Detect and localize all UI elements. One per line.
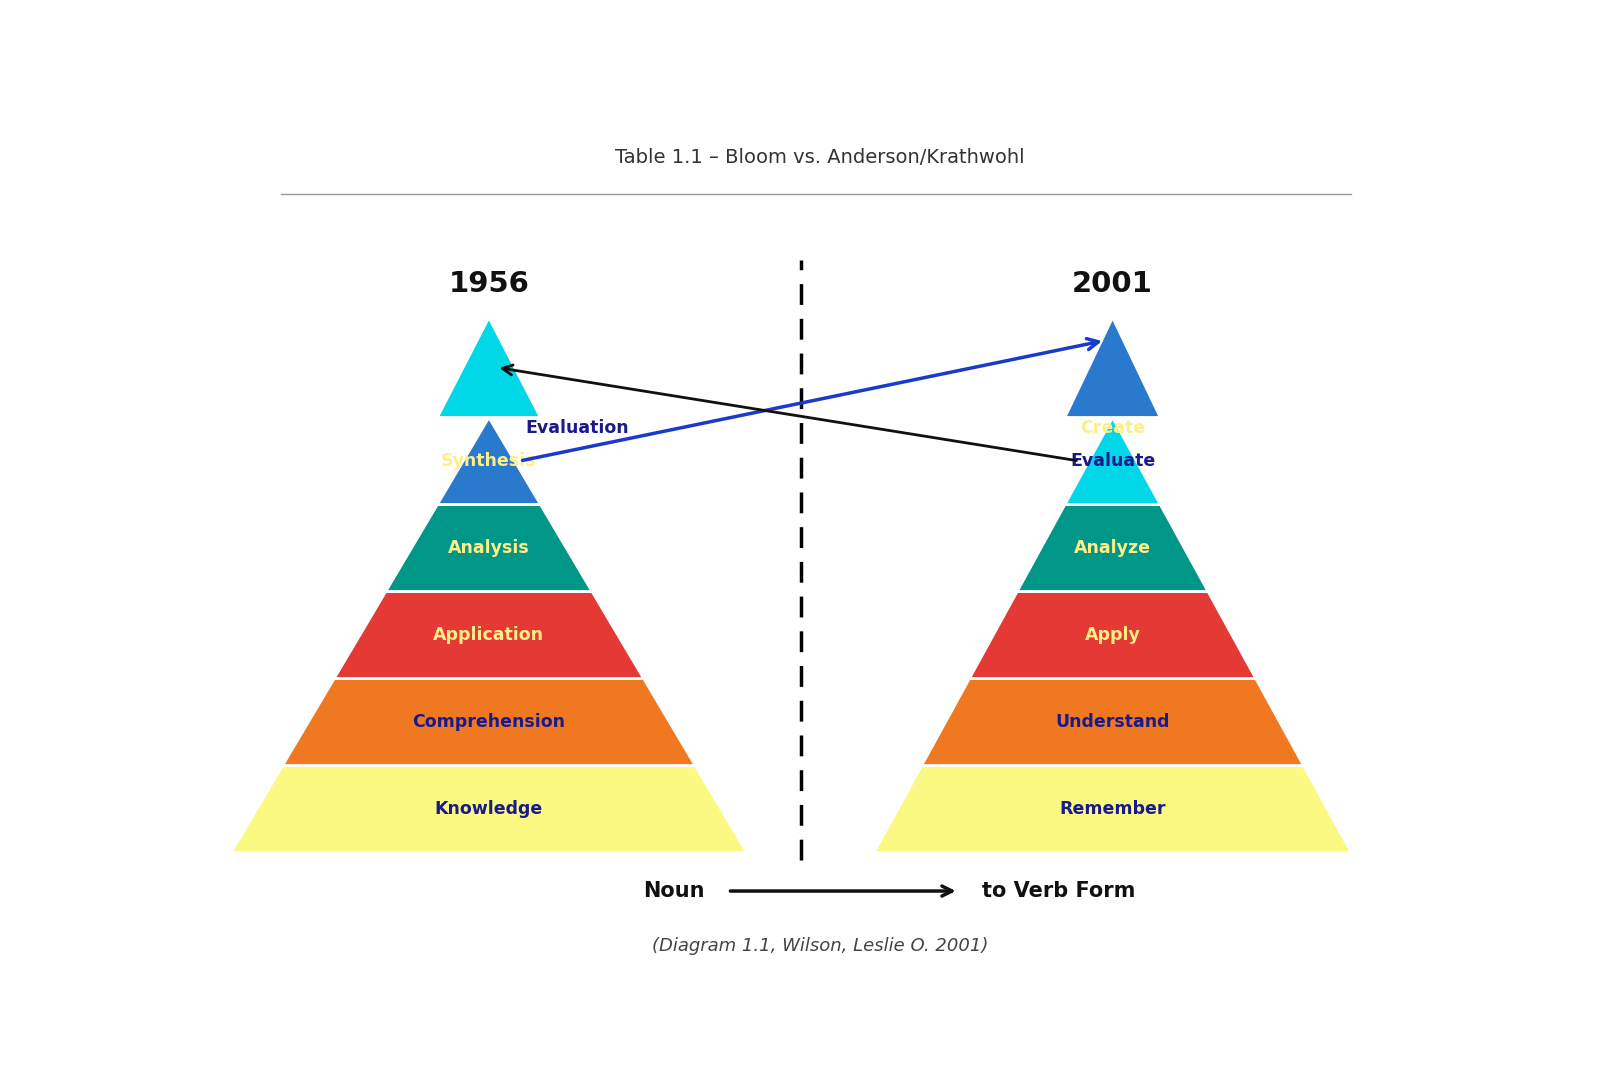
Text: Synthesis: Synthesis [442,452,536,470]
Polygon shape [970,592,1256,678]
Text: Noun: Noun [643,881,704,901]
Text: Apply: Apply [1085,626,1141,644]
Polygon shape [1066,417,1160,505]
Text: Table 1.1 – Bloom vs. Anderson/Krathwohl: Table 1.1 – Bloom vs. Anderson/Krathwohl [614,149,1026,167]
Text: (Diagram 1.1, Wilson, Leslie O. 2001): (Diagram 1.1, Wilson, Leslie O. 2001) [651,937,989,954]
Polygon shape [230,765,747,853]
Text: Evaluation: Evaluation [525,419,629,437]
Polygon shape [922,678,1304,765]
Polygon shape [874,765,1352,853]
Polygon shape [1018,505,1208,592]
Polygon shape [334,592,643,678]
Polygon shape [1066,318,1160,417]
Text: Remember: Remember [1059,800,1166,818]
Text: 1956: 1956 [448,270,530,298]
Text: Understand: Understand [1056,713,1170,731]
Text: Evaluate: Evaluate [1070,452,1155,470]
Polygon shape [437,417,541,505]
Text: to Verb Form: to Verb Form [982,881,1134,901]
Text: Knowledge: Knowledge [435,800,542,818]
Polygon shape [386,505,592,592]
Text: 2001: 2001 [1072,270,1154,298]
Polygon shape [283,678,696,765]
Text: Comprehension: Comprehension [413,713,565,731]
Text: Create: Create [1080,419,1146,437]
Polygon shape [437,318,541,417]
Text: Analysis: Analysis [448,539,530,557]
Text: Analyze: Analyze [1074,539,1150,557]
Text: Application: Application [434,626,544,644]
